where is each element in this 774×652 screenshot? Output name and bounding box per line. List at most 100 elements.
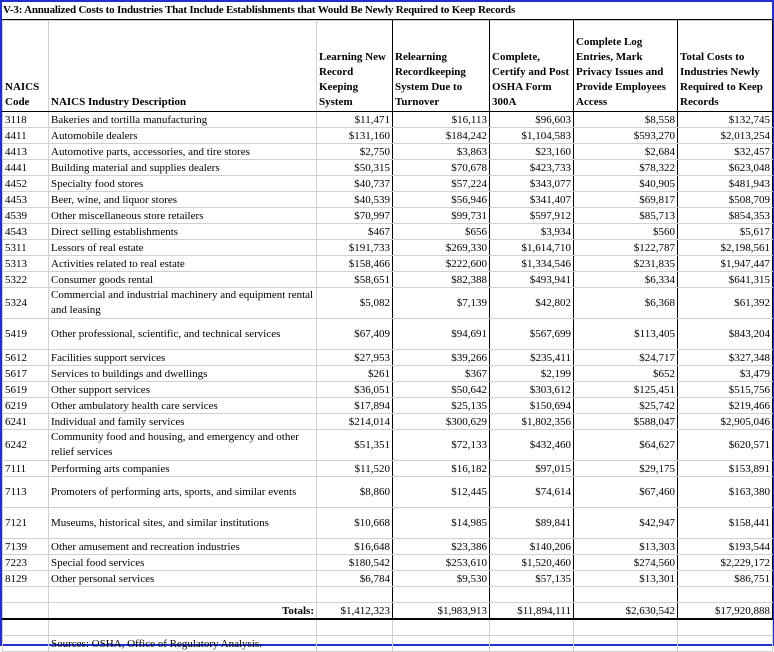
relearning-cost-cell[interactable]: $82,388 xyxy=(392,271,490,288)
log-entries-cost-cell[interactable]: $78,322 xyxy=(573,159,678,176)
relearning-cost-cell[interactable]: $56,946 xyxy=(392,191,490,208)
empty-cell[interactable] xyxy=(2,586,49,603)
form-300a-cost-cell[interactable]: $1,520,460 xyxy=(489,554,574,571)
naics-code-cell[interactable]: 6241 xyxy=(2,413,49,430)
empty-cell[interactable] xyxy=(573,635,678,652)
relearning-cost-cell[interactable]: $50,642 xyxy=(392,381,490,398)
naics-code-cell[interactable]: 4539 xyxy=(2,207,49,224)
total-cost-cell[interactable]: $508,709 xyxy=(677,191,773,208)
total-cost-cell[interactable]: $854,353 xyxy=(677,207,773,224)
log-entries-cost-cell[interactable]: $69,817 xyxy=(573,191,678,208)
form-300a-cost-cell[interactable]: $567,699 xyxy=(489,318,574,350)
log-entries-cost-cell[interactable]: $231,835 xyxy=(573,255,678,272)
empty-cell[interactable] xyxy=(573,618,678,636)
form-300a-cost-cell[interactable]: $235,411 xyxy=(489,349,574,366)
industry-description-cell[interactable]: Commercial and industrial machinery and … xyxy=(48,287,317,319)
empty-cell[interactable] xyxy=(2,618,49,636)
total-cost-total[interactable]: $17,920,888 xyxy=(677,602,773,620)
empty-cell[interactable] xyxy=(489,635,574,652)
empty-cell[interactable] xyxy=(392,635,490,652)
industry-description-cell[interactable]: Museums, historical sites, and similar i… xyxy=(48,507,317,539)
relearning-cost-cell[interactable]: $3,863 xyxy=(392,143,490,160)
form-300a-cost-cell[interactable]: $23,160 xyxy=(489,143,574,160)
naics-code-cell[interactable]: 6242 xyxy=(2,429,49,461)
relearning-cost-cell[interactable]: $72,133 xyxy=(392,429,490,461)
industry-description-cell[interactable]: Performing arts companies xyxy=(48,460,317,477)
total-cost-cell[interactable]: $153,891 xyxy=(677,460,773,477)
log-entries-cost-cell[interactable]: $64,627 xyxy=(573,429,678,461)
naics-code-cell[interactable]: 4441 xyxy=(2,159,49,176)
log-entries-cost-cell[interactable]: $593,270 xyxy=(573,127,678,144)
naics-code-cell[interactable]: 7139 xyxy=(2,538,49,555)
total-cost-cell[interactable]: $132,745 xyxy=(677,111,773,128)
empty-cell[interactable] xyxy=(573,586,678,603)
relearning-cost-header[interactable]: Relearning Recordkeeping System Due to T… xyxy=(392,20,490,112)
learning-cost-total[interactable]: $1,412,323 xyxy=(316,602,393,620)
total-cost-cell[interactable]: $158,441 xyxy=(677,507,773,539)
empty-cell[interactable] xyxy=(489,586,574,603)
naics-code-cell[interactable]: 5419 xyxy=(2,318,49,350)
empty-cell[interactable] xyxy=(48,586,317,603)
total-cost-cell[interactable]: $61,392 xyxy=(677,287,773,319)
log-entries-cost-cell[interactable]: $13,303 xyxy=(573,538,678,555)
naics-code-cell[interactable]: 5324 xyxy=(2,287,49,319)
total-cost-cell[interactable]: $219,466 xyxy=(677,397,773,414)
naics-code-cell[interactable]: 5619 xyxy=(2,381,49,398)
form-300a-cost-cell[interactable]: $97,015 xyxy=(489,460,574,477)
total-cost-cell[interactable]: $620,571 xyxy=(677,429,773,461)
relearning-cost-cell[interactable]: $367 xyxy=(392,365,490,382)
total-cost-cell[interactable]: $2,198,561 xyxy=(677,239,773,256)
log-entries-cost-cell[interactable]: $560 xyxy=(573,223,678,240)
industry-description-cell[interactable]: Automobile dealers xyxy=(48,127,317,144)
industry-description-cell[interactable]: Facilities support services xyxy=(48,349,317,366)
naics-code-cell[interactable]: 3118 xyxy=(2,111,49,128)
industry-description-cell[interactable]: Lessors of real estate xyxy=(48,239,317,256)
form-300a-cost-cell[interactable]: $423,733 xyxy=(489,159,574,176)
naics-code-cell[interactable]: 4411 xyxy=(2,127,49,144)
total-cost-cell[interactable]: $1,947,447 xyxy=(677,255,773,272)
industry-description-cell[interactable]: Bakeries and tortilla manufacturing xyxy=(48,111,317,128)
relearning-cost-cell[interactable]: $57,224 xyxy=(392,175,490,192)
form-300a-cost-cell[interactable]: $341,407 xyxy=(489,191,574,208)
industry-description-cell[interactable]: Consumer goods rental xyxy=(48,271,317,288)
learning-cost-cell[interactable]: $40,539 xyxy=(316,191,393,208)
industry-description-cell[interactable]: Building material and supplies dealers xyxy=(48,159,317,176)
relearning-cost-cell[interactable]: $300,629 xyxy=(392,413,490,430)
learning-cost-cell[interactable]: $10,668 xyxy=(316,507,393,539)
form-300a-cost-cell[interactable]: $1,802,356 xyxy=(489,413,574,430)
naics-code-cell[interactable]: 4413 xyxy=(2,143,49,160)
form-300a-cost-cell[interactable]: $57,135 xyxy=(489,570,574,587)
form-300a-cost-cell[interactable]: $3,934 xyxy=(489,223,574,240)
learning-cost-cell[interactable]: $180,542 xyxy=(316,554,393,571)
learning-cost-cell[interactable]: $11,520 xyxy=(316,460,393,477)
total-cost-header[interactable]: Total Costs to Industries Newly Required… xyxy=(677,20,773,112)
log-entries-cost-cell[interactable]: $42,947 xyxy=(573,507,678,539)
empty-cell[interactable] xyxy=(2,602,49,620)
form-300a-cost-cell[interactable]: $432,460 xyxy=(489,429,574,461)
empty-cell[interactable] xyxy=(316,586,393,603)
total-cost-cell[interactable]: $32,457 xyxy=(677,143,773,160)
naics-code-cell[interactable]: 5322 xyxy=(2,271,49,288)
industry-description-cell[interactable]: Other miscellaneous store retailers xyxy=(48,207,317,224)
learning-cost-cell[interactable]: $50,315 xyxy=(316,159,393,176)
industry-description-cell[interactable]: Activities related to real estate xyxy=(48,255,317,272)
form-300a-cost-cell[interactable]: $597,912 xyxy=(489,207,574,224)
total-cost-cell[interactable]: $86,751 xyxy=(677,570,773,587)
form-300a-cost-cell[interactable]: $89,841 xyxy=(489,507,574,539)
learning-cost-cell[interactable]: $467 xyxy=(316,223,393,240)
log-entries-cost-cell[interactable]: $6,334 xyxy=(573,271,678,288)
industry-description-cell[interactable]: Direct selling establishments xyxy=(48,223,317,240)
relearning-cost-cell[interactable]: $184,242 xyxy=(392,127,490,144)
naics-code-cell[interactable]: 4543 xyxy=(2,223,49,240)
relearning-cost-cell[interactable]: $269,330 xyxy=(392,239,490,256)
learning-cost-cell[interactable]: $158,466 xyxy=(316,255,393,272)
industry-description-cell[interactable]: Beer, wine, and liquor stores xyxy=(48,191,317,208)
form-300a-cost-cell[interactable]: $343,077 xyxy=(489,175,574,192)
learning-cost-header[interactable]: Learning New Record Keeping System xyxy=(316,20,393,112)
form-300a-cost-cell[interactable]: $493,941 xyxy=(489,271,574,288)
learning-cost-cell[interactable]: $36,051 xyxy=(316,381,393,398)
naics-code-cell[interactable]: 7223 xyxy=(2,554,49,571)
log-entries-cost-cell[interactable]: $25,742 xyxy=(573,397,678,414)
relearning-cost-cell[interactable]: $7,139 xyxy=(392,287,490,319)
naics-code-cell[interactable]: 7113 xyxy=(2,476,49,508)
